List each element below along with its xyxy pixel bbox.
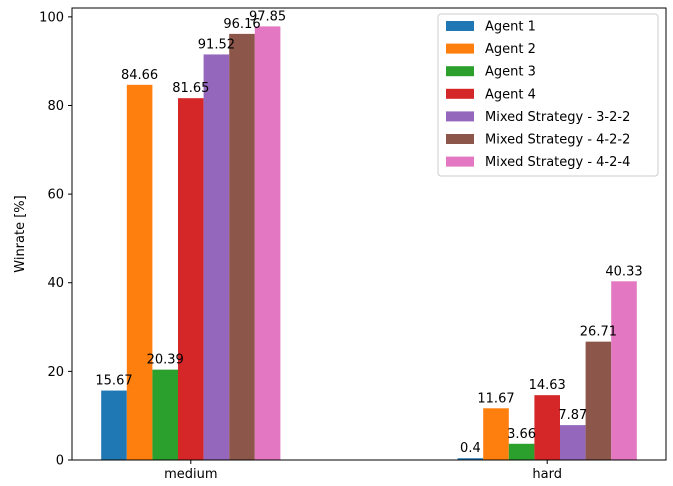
legend-swatch [446,111,474,122]
data-labels-layer: 15.67 0.4 84.66 11.67 20.39 3.66 81.65 14.63 91.… [95,9,642,456]
x-axis: medium hard [164,460,562,482]
data-label: 14.63 [529,378,566,393]
x-tick-label: medium [164,467,217,482]
data-label: 20.39 [147,353,184,368]
bar-agent-1-medium [101,390,127,460]
legend-swatch [446,21,474,31]
legend: Agent 1 Agent 2 Agent 3 Agent 4 Mixed Strate… [437,13,659,177]
y-tick-label: 80 [47,99,64,114]
legend-swatch [446,66,474,77]
y-axis: 0 20 40 60 80 100 [39,10,72,469]
data-label: 15.67 [95,374,132,389]
data-label: 7.87 [558,408,587,423]
legend-entry: Agent 2 [485,42,536,57]
x-tick-label: hard [532,467,562,482]
bar-agent-3-medium [152,369,178,460]
bar-mixed-strategy-3-2-2-medium [203,54,230,460]
legend-swatch [446,88,474,99]
y-axis-label: Winrate [%] [13,195,28,272]
data-label: 3.66 [507,427,536,442]
data-label: 40.33 [605,264,642,279]
data-label: 81.65 [172,81,209,96]
data-label: 91.52 [198,37,235,52]
y-tick-label: 20 [47,365,64,380]
legend-entry: Agent 1 [485,20,536,35]
data-label: 97.85 [249,9,286,24]
legend-entry: Mixed Strategy - 4-2-4 [485,155,630,170]
legend-entry: Mixed Strategy - 4-2-2 [485,133,630,148]
legend-box [437,13,659,177]
legend-entry: Agent 4 [485,87,536,102]
bar-mixed-strategy-4-2-2-medium [229,33,255,461]
y-tick-label: 100 [39,10,64,25]
bar-agent-3-hard [508,443,535,460]
bar-agent-2-hard [483,408,509,460]
plot-frame [71,7,667,461]
data-label: 96.16 [223,17,260,32]
bars-layer [101,26,637,461]
y-tick-label: 40 [47,276,64,291]
data-label: 0.4 [460,441,481,456]
legend-entry: Agent 3 [485,65,536,80]
bar-mixed-strategy-4-2-2-hard [585,341,612,460]
bar-agent-4-medium [178,98,204,460]
data-label: 11.67 [477,391,514,406]
bar-agent-4-hard [534,395,560,460]
bar-mixed-strategy-4-2-4-hard [611,281,637,460]
legend-entry: Mixed Strategy - 3-2-2 [485,110,630,125]
legend-swatch [446,134,474,144]
legend-swatch [446,43,474,54]
bar-agent-2-medium [126,84,153,460]
data-label: 26.71 [580,325,617,340]
bar-agent-1-hard [457,458,484,460]
data-label: 84.66 [121,68,158,83]
y-tick-label: 60 [47,188,64,203]
bar-mixed-strategy-3-2-2-hard [560,425,586,460]
legend-swatch [446,156,474,167]
y-tick-label: 0 [56,454,64,469]
bar-mixed-strategy-4-2-4-medium [254,26,281,460]
